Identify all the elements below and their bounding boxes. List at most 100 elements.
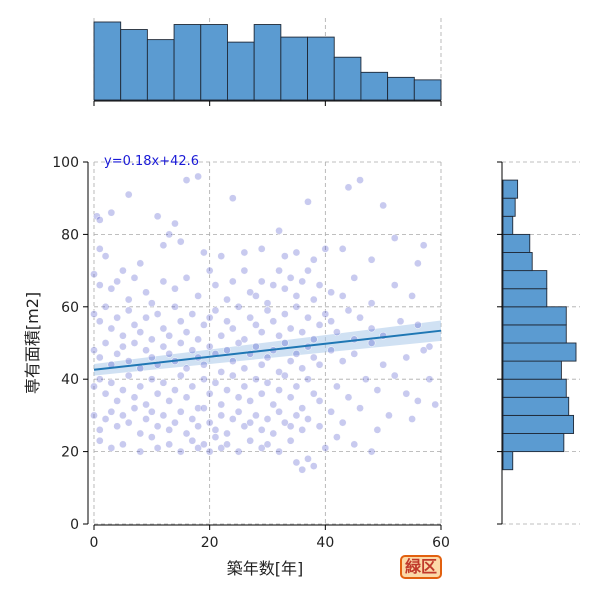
- scatter-point: [257, 426, 266, 434]
- scatter-point: [194, 335, 202, 344]
- scatter-point: [194, 172, 202, 181]
- scatter-point: [101, 302, 110, 311]
- scatter-point: [147, 375, 156, 384]
- scatter-point: [286, 393, 295, 402]
- scatter-point: [344, 393, 353, 402]
- scatter-point: [281, 339, 289, 347]
- scatter-point: [101, 389, 110, 398]
- scatter-point: [124, 190, 133, 199]
- scatter-point: [281, 284, 289, 293]
- main-axes: 0 20 40 60 0 20 40 60 80 100: [52, 155, 450, 551]
- scatter-point: [431, 400, 440, 409]
- scatter-point: [90, 310, 98, 318]
- scatter-point: [356, 313, 364, 322]
- scatter-point: [338, 418, 347, 427]
- scatter-point: [171, 284, 179, 293]
- scatter-point: [165, 440, 174, 449]
- scatter-point: [147, 433, 156, 441]
- top-marginal-histogram: [93, 21, 442, 106]
- scatter-point: [286, 273, 295, 282]
- scatter-point: [142, 288, 150, 297]
- right-hist-bar: [502, 270, 548, 290]
- scatter-point: [315, 422, 324, 431]
- scatter-point: [234, 302, 243, 311]
- scatter-point: [344, 306, 353, 315]
- scatter-point: [327, 288, 335, 297]
- right-hist-bar: [502, 197, 516, 217]
- scatter-point: [304, 266, 312, 275]
- scatter-point: [257, 277, 266, 286]
- top-hist-bar: [307, 36, 335, 101]
- scatter-point: [119, 440, 127, 449]
- scatter-point: [269, 400, 278, 409]
- y-axis-label: 専有面積[m2]: [23, 292, 42, 394]
- scatter-point: [315, 397, 324, 405]
- scatter-point: [113, 397, 121, 405]
- scatter-point: [269, 429, 278, 438]
- scatter-point: [95, 281, 104, 289]
- scatter-point: [124, 418, 133, 427]
- top-hist-bar: [413, 79, 442, 101]
- scatter-point: [252, 292, 260, 300]
- scatter-point: [228, 194, 237, 203]
- scatter-point: [396, 317, 405, 326]
- top-hist-bar: [360, 71, 389, 101]
- y-tick-label: 100: [52, 155, 79, 171]
- scatter-point: [113, 350, 121, 358]
- y-tick-label: 0: [70, 517, 79, 533]
- scatter-point: [95, 426, 104, 434]
- scatter-point: [385, 411, 393, 420]
- scatter-point: [338, 245, 347, 253]
- scatter-point: [240, 248, 249, 257]
- top-hist-bar: [93, 21, 122, 101]
- scatter-point: [321, 310, 330, 318]
- scatter-point: [176, 371, 185, 380]
- scatter-point: [234, 407, 243, 416]
- scatter-point: [95, 375, 104, 384]
- scatter-point: [315, 281, 324, 289]
- scatter-point: [142, 313, 150, 322]
- scatter-point: [217, 400, 226, 409]
- scatter-point: [90, 270, 98, 279]
- scatter-point: [188, 436, 197, 445]
- scatter-point: [275, 386, 283, 394]
- scatter-point: [165, 397, 174, 405]
- scatter-point: [257, 389, 266, 398]
- scatter-point: [315, 321, 324, 329]
- y-tick-label: 80: [61, 227, 79, 243]
- scatter-point: [200, 321, 208, 329]
- scatter-point: [298, 328, 307, 336]
- scatter-point: [200, 404, 208, 413]
- scatter-point: [263, 306, 272, 315]
- scatter-point: [136, 328, 145, 336]
- scatter-point: [402, 353, 411, 362]
- scatter-point: [107, 378, 116, 387]
- scatter-point: [136, 382, 145, 391]
- scatter-point: [281, 418, 289, 427]
- scatter-point: [194, 292, 202, 300]
- scatter-point: [234, 339, 243, 347]
- scatter-point: [408, 292, 416, 300]
- scatter-point: [147, 407, 156, 416]
- scatter-point: [90, 346, 98, 355]
- right-hist-bar: [502, 233, 531, 253]
- scatter-point: [205, 313, 214, 322]
- right-hist-bar: [502, 252, 533, 272]
- scatter-point: [269, 317, 278, 326]
- x-tick-label: 40: [316, 535, 334, 551]
- scatter-point: [188, 415, 197, 423]
- scatter-point: [95, 317, 104, 326]
- scatter-point: [275, 226, 283, 235]
- scatter-point: [275, 447, 283, 456]
- y-tick-label: 40: [61, 372, 79, 388]
- scatter-point: [142, 346, 150, 355]
- scatter-point: [269, 281, 278, 289]
- scatter-point: [107, 407, 116, 416]
- x-axis-label: 築年数[年]: [227, 559, 304, 578]
- right-hist-bar: [502, 324, 567, 344]
- scatter-point: [153, 444, 162, 452]
- scatter-point: [240, 382, 249, 391]
- confidence-band: [94, 320, 441, 376]
- scatter-point: [257, 360, 266, 369]
- scatter-point: [223, 429, 231, 438]
